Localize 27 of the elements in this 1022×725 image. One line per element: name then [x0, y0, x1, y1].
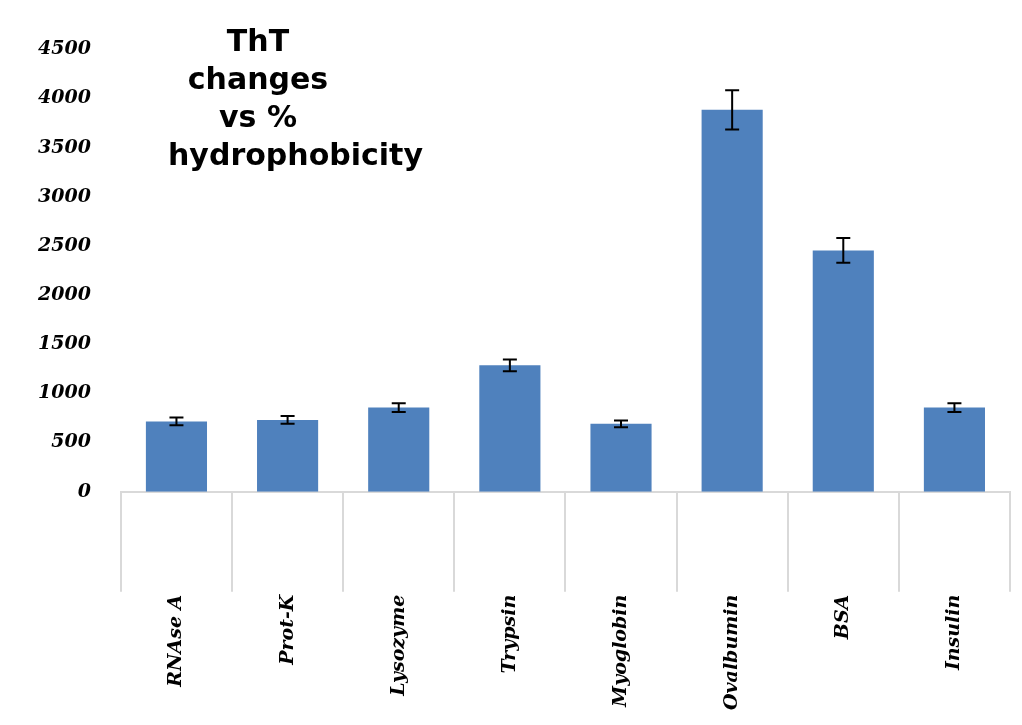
x-tick-label: Prot-K — [274, 593, 297, 666]
y-tick-label: 2500 — [36, 232, 91, 255]
bar — [145, 421, 208, 492]
bar — [479, 365, 541, 492]
bar — [590, 423, 652, 492]
y-tick-label: 2000 — [36, 282, 91, 305]
x-tick-label: BSA — [830, 594, 853, 641]
bar — [812, 250, 874, 492]
y-tick-label: 3000 — [37, 183, 91, 206]
x-tick-label: Ovalbumin — [719, 594, 742, 710]
x-tick-label: Lysozyme — [385, 594, 408, 697]
x-tick-label: Myoglobin — [607, 594, 630, 708]
x-tick-label: Insulin — [941, 594, 964, 672]
y-tick-label: 500 — [51, 429, 91, 452]
bar — [368, 407, 430, 492]
text: ThT changes vs % hydrophobicity — [168, 22, 423, 174]
y-tick-label: 4500 — [37, 36, 91, 59]
x-tick-label: Trypsin — [496, 594, 519, 674]
y-tick-label: 3500 — [37, 134, 91, 157]
bar — [257, 419, 319, 492]
y-tick-label: 1500 — [37, 331, 91, 354]
y-tick-label: 4000 — [37, 85, 91, 108]
bar — [701, 109, 763, 492]
bar — [923, 407, 985, 492]
y-tick-label: 1000 — [37, 380, 91, 403]
y-tick-label: 0 — [77, 478, 91, 501]
x-tick-label: RNAse A — [163, 594, 186, 688]
